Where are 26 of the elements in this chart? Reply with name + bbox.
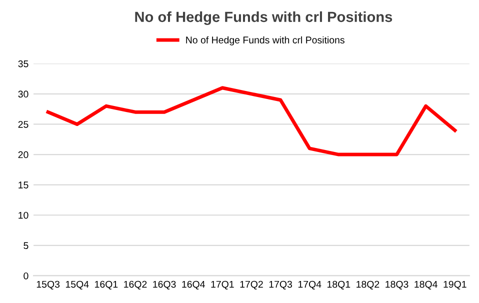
y-tick-label: 25 [18, 120, 28, 128]
x-tick-label: 15Q3 [36, 280, 60, 290]
x-tick-label: 16Q1 [95, 280, 118, 290]
x-tick-label: 18Q4 [414, 280, 438, 290]
x-tick-label: 16Q2 [124, 280, 147, 290]
x-tick-label: 17Q1 [211, 280, 234, 290]
y-tick-label: 0 [24, 272, 28, 280]
y-tick-label: 35 [18, 60, 28, 68]
chart-title: No of Hedge Funds with crl Positions [135, 11, 392, 26]
x-tick-label: 15Q4 [66, 280, 89, 290]
x-tick-label: 17Q3 [269, 280, 292, 290]
x-tick-label: 19Q1 [444, 280, 466, 290]
y-tick-label: 10 [18, 212, 28, 219]
legend-label: No of Hedge Funds with crl Positions [186, 36, 344, 46]
x-tick-label: 18Q3 [386, 280, 408, 290]
x-tick-label: 16Q3 [153, 280, 176, 290]
y-tick-label: 30 [18, 90, 28, 98]
y-tick-label: 20 [18, 151, 28, 158]
y-tick-label: 5 [24, 242, 28, 250]
line-series [46, 86, 457, 156]
x-tick-label: 17Q2 [240, 280, 263, 290]
x-tick-label: 18Q1 [328, 280, 350, 290]
x-tick-label: 17Q4 [298, 280, 322, 290]
y-tick-label: 15 [18, 182, 28, 188]
x-tick-label: 18Q2 [356, 280, 380, 290]
x-tick-label: 16Q4 [182, 280, 205, 290]
